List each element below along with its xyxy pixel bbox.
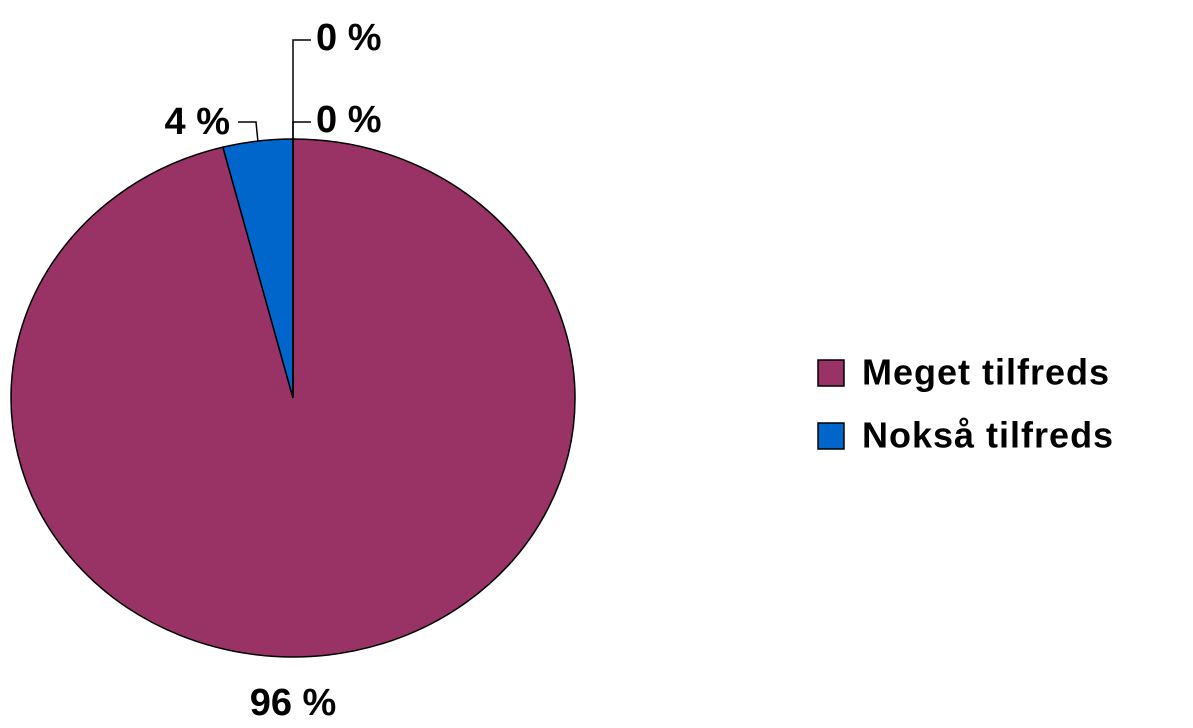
- data-label: 4 %: [165, 101, 230, 143]
- leader-line: [292, 121, 311, 140]
- data-label: 0 %: [316, 17, 381, 59]
- leader-line: [292, 39, 311, 140]
- data-label: 0 %: [316, 99, 381, 141]
- legend-swatch: [817, 359, 845, 387]
- data-label: 96 %: [250, 682, 337, 724]
- leader-line: [238, 121, 259, 143]
- legend-label: Nokså tilfreds: [862, 415, 1114, 456]
- legend-swatch: [817, 422, 845, 450]
- legend-label: Meget tilfreds: [862, 352, 1110, 393]
